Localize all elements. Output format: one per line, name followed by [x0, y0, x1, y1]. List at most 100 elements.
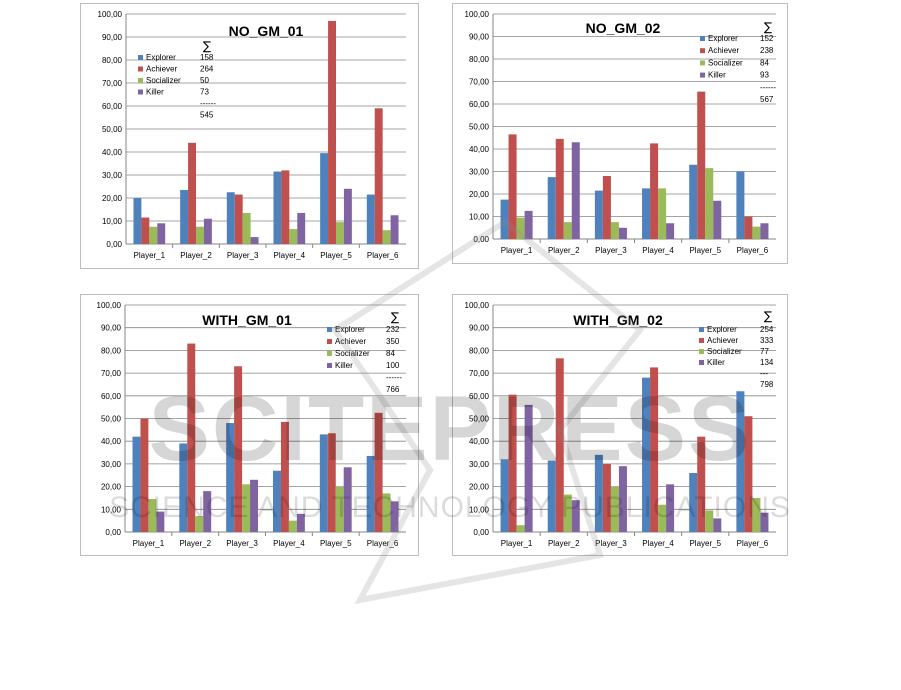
total-achiever: 350: [386, 337, 400, 346]
bar-killer: [343, 467, 352, 532]
total-killer: 73: [200, 88, 209, 97]
legend-label-killer: Killer: [707, 358, 725, 367]
x-tick-label: Player_5: [689, 246, 721, 255]
y-tick-label: 0,00: [105, 528, 121, 537]
y-tick-label: 80,00: [102, 56, 123, 65]
bar-achiever: [602, 176, 611, 239]
y-tick-label: 80,00: [101, 346, 122, 355]
bar-achiever: [234, 366, 243, 532]
y-tick-label: 100,00: [465, 10, 490, 19]
bar-killer: [524, 210, 533, 239]
bar-explorer: [547, 177, 556, 239]
bar-achiever: [697, 91, 706, 239]
bar-socializer: [610, 222, 619, 239]
bar-achiever: [697, 436, 706, 532]
legend-swatch-socializer: [700, 60, 705, 66]
x-tick-label: Player_2: [548, 539, 580, 548]
bar-explorer: [320, 153, 329, 244]
y-tick-label: 0,00: [473, 528, 489, 537]
legend-label-socializer: Socializer: [335, 349, 370, 358]
x-tick-label: Player_4: [642, 246, 674, 255]
bar-achiever: [281, 170, 290, 244]
bar-socializer: [516, 217, 525, 239]
bar-explorer: [132, 436, 141, 532]
grand-total: 766: [386, 385, 400, 394]
bar-killer: [618, 466, 627, 532]
chart-panel-no-gm-01: 0,00 10,00 20,00 30,00 40,00 50,00 60,00 70,00 8…: [80, 3, 419, 269]
chart-with-gm-01: 0,00 10,00 20,00 30,00 40,00 50,00 60,00 70,00 8…: [97, 301, 406, 548]
bar-killer: [156, 511, 165, 532]
x-tick-label: Player_1: [501, 539, 533, 548]
bar-achiever: [508, 394, 517, 532]
bar-explorer: [272, 470, 281, 532]
bar-socializer: [752, 497, 761, 532]
sum-symbol: ∑: [764, 20, 772, 34]
chart-panel-no-gm-02: 0,00 10,00 20,00 30,00 40,00 50,00 60,00 70,00 8…: [452, 3, 788, 264]
total-achiever: 238: [760, 46, 774, 55]
legend-label-killer: Killer: [708, 71, 726, 80]
bar-explorer: [179, 443, 188, 532]
total-separator: ---: [760, 369, 768, 378]
y-tick-label: 60,00: [101, 392, 122, 401]
x-tick-label: Player_5: [320, 251, 352, 260]
x-tick-label: Player_3: [595, 246, 627, 255]
bar-socializer: [705, 168, 714, 239]
x-tick-label: Player_1: [133, 539, 165, 548]
bar-killer: [618, 227, 627, 239]
y-tick-label: 80,00: [469, 346, 490, 355]
bar-killer: [250, 479, 259, 532]
x-tick-label: Player_6: [367, 251, 399, 260]
legend-label-achiever: Achiever: [708, 46, 739, 55]
y-tick-label: 20,00: [102, 194, 123, 203]
bar-explorer: [642, 188, 651, 239]
chart-title: NO_GM_01: [229, 23, 304, 39]
bar-killer: [203, 218, 212, 244]
y-tick-label: 100,00: [98, 10, 123, 19]
total-socializer: 50: [200, 76, 209, 85]
bar-killer: [524, 404, 533, 532]
bar-explorer: [226, 192, 235, 244]
y-tick-label: 40,00: [101, 437, 122, 446]
bar-explorer: [226, 423, 235, 532]
y-tick-label: 0,00: [106, 240, 122, 249]
total-explorer: 158: [200, 53, 214, 62]
legend-label-explorer: Explorer: [146, 53, 176, 62]
bar-achiever: [508, 134, 517, 239]
x-tick-label: Player_5: [320, 539, 352, 548]
bar-socializer: [195, 516, 204, 532]
legend-label-socializer: Socializer: [708, 58, 743, 67]
legend-label-achiever: Achiever: [707, 336, 738, 345]
legend-swatch-achiever: [700, 48, 705, 54]
x-tick-label: Player_2: [548, 246, 580, 255]
x-tick-label: Player_1: [134, 251, 166, 260]
bar-killer: [390, 215, 399, 244]
y-tick-label: 70,00: [102, 79, 123, 88]
chart-title: WITH_GM_01: [202, 312, 292, 328]
bar-killer: [713, 200, 722, 239]
x-tick-label: Player_2: [180, 251, 212, 260]
sum-symbol: ∑: [391, 310, 399, 324]
y-tick-label: 50,00: [469, 415, 490, 424]
y-tick-label: 30,00: [101, 460, 122, 469]
bar-killer: [571, 142, 580, 239]
bar-explorer: [689, 164, 698, 239]
bar-explorer: [736, 391, 745, 532]
chart-with-gm-02: 0,00 10,00 20,00 30,00 40,00 50,00 60,00 70,00 8…: [465, 301, 776, 548]
legend-label-explorer: Explorer: [707, 325, 737, 334]
bar-explorer: [547, 460, 556, 532]
y-tick-label: 70,00: [101, 369, 122, 378]
bar-socializer: [610, 486, 619, 532]
bar-socializer: [382, 230, 391, 244]
y-tick-label: 60,00: [102, 102, 123, 111]
sum-symbol: ∑: [764, 309, 772, 323]
y-tick-label: 30,00: [469, 168, 490, 177]
x-tick-label: Player_6: [737, 246, 769, 255]
legend-label-achiever: Achiever: [146, 65, 177, 74]
bar-achiever: [744, 416, 753, 532]
legend-swatch-explorer: [700, 36, 705, 41]
y-tick-label: 0,00: [473, 235, 489, 244]
bar-killer: [760, 512, 769, 532]
legend-label-socializer: Socializer: [707, 347, 742, 356]
bar-achiever: [188, 142, 196, 244]
bar-explorer: [736, 171, 745, 239]
